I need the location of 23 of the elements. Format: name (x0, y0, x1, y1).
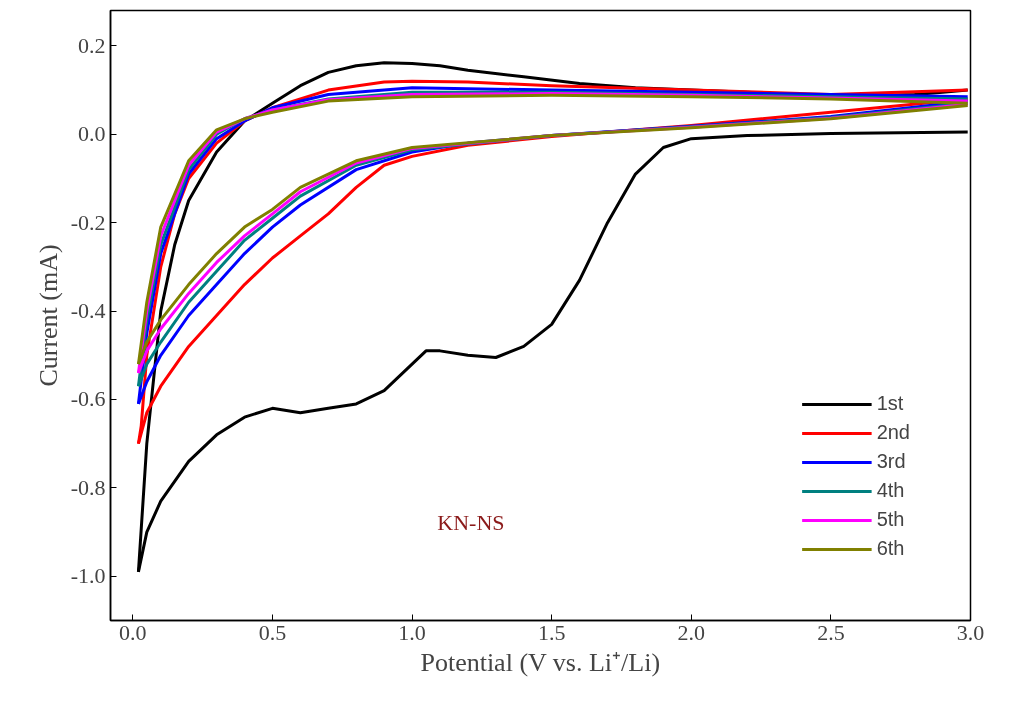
annotation: KN-NS (437, 510, 505, 536)
legend-label: 6th (876, 537, 905, 560)
x-tick-label: 1.5 (537, 619, 566, 645)
legend-label: 3rd (876, 450, 906, 473)
x-tick-label: 3.0 (956, 619, 985, 645)
x-tick-label: 1.0 (398, 619, 426, 645)
legend-label: 1st (876, 392, 904, 415)
legend-label: 5th (876, 508, 905, 531)
x-tick-label: 0.0 (119, 619, 147, 645)
y-tick-label: -0.6 (70, 386, 106, 412)
y-tick-label: -1.0 (70, 563, 106, 589)
x-tick-label: 2.5 (817, 619, 845, 645)
y-axis-title: Current (mA) (33, 244, 63, 387)
x-tick-label: 2.0 (677, 619, 706, 645)
y-tick-label: 0.0 (78, 121, 106, 147)
x-axis-title: Potential (V vs. Li⁺/Li) (420, 647, 661, 677)
y-tick-label: -0.8 (70, 474, 106, 500)
y-tick-label: 0.2 (78, 32, 106, 58)
legend-label: 4th (876, 479, 905, 502)
y-tick-label: -0.4 (70, 298, 106, 324)
y-tick-label: -0.2 (70, 209, 106, 235)
legend-label: 2nd (876, 421, 910, 444)
x-tick-label: 0.5 (258, 619, 287, 645)
